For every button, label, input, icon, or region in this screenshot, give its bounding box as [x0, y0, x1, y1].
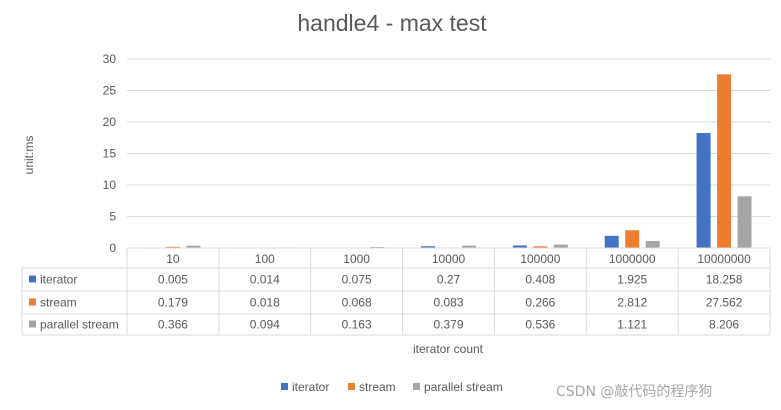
x-tick-label: 100 [255, 252, 275, 266]
table-cell: 0.179 [158, 296, 188, 310]
bar-iterator [421, 246, 435, 248]
table-cell: 18.258 [706, 273, 743, 287]
bar-iterator [512, 245, 527, 248]
table-cell: 0.005 [158, 273, 188, 287]
x-tick-label: 1000 [343, 252, 370, 266]
legend-key [281, 383, 288, 390]
table-cell: 0.366 [158, 318, 188, 332]
y-tick-label: 20 [103, 115, 117, 129]
table-cell: 0.536 [525, 318, 555, 332]
table-cell: 0.27 [437, 273, 461, 287]
table-cell: 0.266 [525, 296, 555, 310]
bar-parallel-stream [186, 245, 201, 248]
y-tick-label: 5 [109, 210, 116, 224]
legend-key [348, 383, 355, 390]
bar-iterator [696, 132, 711, 248]
bar-parallel-stream [737, 196, 752, 248]
table-cell: 1.121 [617, 318, 647, 332]
table-cell: 0.018 [250, 296, 280, 310]
legend-key [413, 383, 420, 390]
table-legend-key [29, 298, 36, 306]
bar-parallel-stream [553, 244, 568, 248]
bar-stream [717, 74, 732, 248]
legend-label: iterator [292, 380, 329, 394]
bar-iterator [604, 235, 619, 248]
bar-parallel-stream [645, 240, 660, 248]
y-axis-label: unit:ms [22, 136, 36, 175]
bar-stream [165, 246, 180, 248]
table-cell: 2.812 [617, 296, 647, 310]
chart-title: handle4 - max test [297, 10, 487, 36]
legend: iterator stream parallel stream [281, 380, 503, 394]
bar-stream [625, 230, 640, 248]
table-cell: 1.925 [617, 273, 647, 287]
data-table: 10 100 1000 10000 100000 1000000 10000000 itera… [21, 247, 771, 336]
table-cell: 0.408 [525, 273, 555, 287]
y-tick-label: 25 [103, 84, 117, 98]
y-axis-ticks: 0 5 10 15 20 25 30 [103, 52, 117, 255]
table-cell: 0.379 [433, 318, 463, 332]
bar-parallel-stream [462, 245, 476, 248]
table-cell: 0.163 [342, 318, 372, 332]
legend-label: stream [359, 380, 396, 394]
legend-label: parallel stream [424, 380, 503, 394]
table-cell: 8.206 [709, 318, 739, 332]
x-tick-label: 10000 [432, 252, 466, 266]
y-tick-label: 0 [109, 241, 116, 255]
y-tick-label: 15 [103, 147, 117, 161]
y-tick-label: 30 [103, 52, 117, 66]
table-row-label: parallel stream [40, 318, 119, 332]
bar-parallel-stream [370, 246, 385, 248]
table-cell: 0.075 [342, 273, 372, 287]
table-legend-key [29, 275, 36, 283]
watermark: CSDN @敲代码的程序狗 [556, 384, 713, 400]
table-cell: 0.068 [342, 296, 372, 310]
x-tick-label: 100000 [520, 252, 560, 266]
table-cell: 0.094 [250, 318, 280, 332]
y-tick-label: 10 [103, 178, 117, 192]
bar-stream [533, 246, 548, 248]
x-tick-label: 10 [166, 252, 180, 266]
x-axis-label: iterator count [413, 342, 484, 356]
table-cell: 0.014 [250, 273, 280, 287]
bars [145, 74, 752, 249]
x-tick-label: 10000000 [697, 252, 751, 266]
gridlines [127, 58, 770, 249]
table-cell: 27.562 [706, 296, 743, 310]
table-row-label: iterator [40, 273, 77, 287]
table-cell: 0.083 [433, 296, 463, 310]
table-row-label: stream [40, 296, 77, 310]
x-tick-label: 1000000 [609, 252, 656, 266]
table-legend-key [29, 320, 36, 328]
